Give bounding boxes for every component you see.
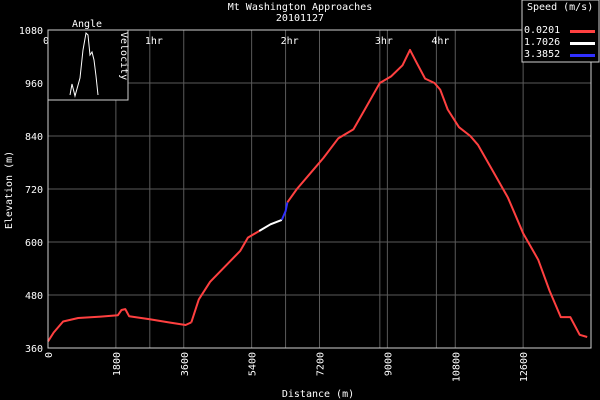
elevation-line-segment bbox=[190, 230, 260, 323]
x-tick-label: 7200 bbox=[316, 352, 327, 376]
chart-title: Mt Washington Approaches bbox=[228, 2, 373, 13]
time-mark-label: 1hr bbox=[145, 36, 163, 47]
plot-series bbox=[47, 48, 588, 342]
y-tick-label: 360 bbox=[25, 344, 43, 355]
legend-swatch-2 bbox=[570, 42, 595, 45]
x-tick-label: 1800 bbox=[112, 352, 123, 376]
elevation-line-segment bbox=[280, 202, 289, 221]
x-tick-label: 10800 bbox=[451, 352, 462, 382]
x-axis-ticks: 0 1800 3600 5400 7200 9000 10800 12600 bbox=[44, 352, 530, 382]
y-tick-label: 960 bbox=[25, 79, 43, 90]
time-mark-label: 3hr bbox=[375, 36, 393, 47]
x-tick-label: 0 bbox=[44, 352, 55, 358]
y-tick-label: 480 bbox=[25, 291, 43, 302]
x-tick-label: 9000 bbox=[383, 352, 394, 376]
time-mark-label: 2hr bbox=[281, 36, 299, 47]
x-axis-label: Distance (m) bbox=[282, 389, 354, 400]
legend-swatch-1 bbox=[570, 30, 595, 33]
y-tick-label: 1080 bbox=[19, 26, 43, 37]
y-tick-label: 600 bbox=[25, 238, 43, 249]
y-axis-ticks: 360 480 600 720 840 960 1080 bbox=[19, 26, 43, 355]
legend-label-3: 3.3852 bbox=[524, 49, 560, 60]
y-axis-label: Elevation (m) bbox=[4, 151, 15, 229]
x-tick-label: 12600 bbox=[519, 352, 530, 382]
inset-panel: Angle Velocity bbox=[47, 19, 129, 101]
y-tick-label: 840 bbox=[25, 132, 43, 143]
y-tick-label: 720 bbox=[25, 185, 43, 196]
x-tick-label: 5400 bbox=[248, 352, 259, 376]
inset-velocity-label: Velocity bbox=[118, 32, 129, 80]
legend-label-2: 1.7026 bbox=[524, 37, 560, 48]
inset-angle-label: Angle bbox=[72, 19, 102, 30]
elevation-line-segment bbox=[47, 308, 192, 342]
legend-swatch-3 bbox=[570, 54, 595, 57]
legend: Speed (m/s) 0.0201 1.7026 3.3852 bbox=[521, 0, 600, 63]
legend-title: Speed (m/s) bbox=[527, 2, 593, 13]
plot-frame bbox=[47, 29, 592, 349]
elevation-line-segment bbox=[286, 48, 588, 338]
chart-subtitle: 20101127 bbox=[276, 13, 324, 24]
x-tick-label: 3600 bbox=[180, 352, 191, 376]
inset-trace bbox=[69, 31, 99, 98]
inset-frame bbox=[47, 29, 129, 101]
time-mark-label: 4hr bbox=[431, 36, 449, 47]
legend-label-1: 0.0201 bbox=[524, 25, 560, 36]
elevation-line-segment bbox=[258, 218, 283, 232]
